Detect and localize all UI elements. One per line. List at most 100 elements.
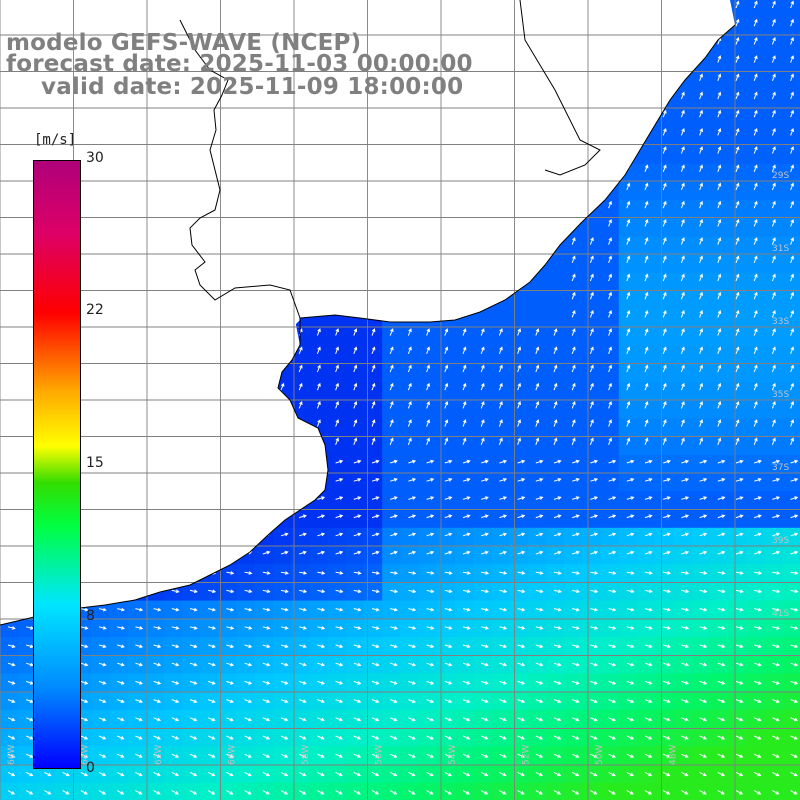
wind-arrow — [299, 589, 308, 594]
wind-arrow — [772, 589, 781, 594]
wind-arrow — [262, 735, 271, 740]
wind-arrow — [589, 437, 594, 445]
wind-speed-cell — [182, 728, 201, 747]
wind-arrow — [699, 255, 703, 263]
wind-arrow — [353, 699, 362, 703]
wind-arrow — [408, 790, 416, 795]
wind-speed-cell — [418, 345, 438, 365]
wind-speed-cell — [764, 637, 784, 656]
wind-arrow — [735, 607, 744, 612]
wind-speed-cell — [691, 163, 711, 183]
wind-arrow — [735, 478, 744, 482]
wind-arrow — [7, 662, 16, 667]
wind-speed-cell — [764, 36, 784, 56]
colorbar-tick: 22 — [86, 302, 104, 318]
wind-arrow — [462, 589, 471, 594]
wind-arrow — [735, 735, 744, 740]
wind-arrow — [208, 717, 216, 722]
wind-arrow — [426, 382, 430, 391]
wind-speed-cell — [782, 182, 800, 201]
lon-label: 54W — [448, 745, 458, 765]
wind-arrow — [317, 717, 325, 722]
wind-speed-cell — [527, 691, 547, 711]
wind-arrow — [481, 717, 489, 722]
wind-speed-cell — [345, 564, 365, 583]
wind-speed-cell — [728, 655, 747, 674]
wind-arrow — [571, 346, 576, 354]
wind-arrow — [644, 255, 649, 263]
wind-speed-cell — [527, 655, 547, 674]
wind-speed-cell — [309, 327, 329, 347]
wind-arrow — [644, 514, 653, 519]
wind-arrow — [499, 626, 508, 630]
wind-arrow — [644, 237, 649, 245]
wind-arrow — [7, 699, 16, 703]
wind-arrow — [262, 571, 271, 575]
wind-speed-cell — [709, 546, 729, 565]
wind-speed-cell — [618, 436, 638, 456]
wind-arrow — [608, 218, 612, 227]
wind-arrow — [171, 790, 179, 795]
wind-speed-cell — [527, 709, 547, 729]
wind-arrow — [353, 346, 358, 354]
wind-arrow — [98, 680, 107, 685]
wind-speed-cell — [618, 709, 638, 729]
wind-speed-cell — [309, 382, 329, 401]
wind-speed-cell — [527, 473, 547, 492]
wind-arrow — [754, 644, 762, 649]
wind-arrow — [316, 400, 321, 409]
wind-arrow — [771, 18, 776, 27]
wind-arrow — [135, 496, 144, 500]
wind-arrow — [335, 382, 339, 391]
wind-speed-cell — [655, 345, 674, 365]
wind-arrow — [408, 644, 417, 649]
wind-arrow — [499, 717, 507, 722]
wind-arrow — [7, 735, 16, 740]
wind-arrow — [699, 200, 703, 209]
wind-arrow — [754, 550, 762, 555]
wind-speed-cell — [345, 673, 365, 693]
wind-arrow — [717, 771, 726, 777]
wind-arrow — [171, 496, 180, 500]
wind-arrow — [462, 382, 467, 391]
wind-speed-cell — [746, 309, 765, 329]
wind-arrow — [681, 550, 690, 555]
wind-arrow — [462, 478, 471, 482]
wind-speed-cell — [637, 691, 656, 711]
wind-speed-cell — [327, 327, 347, 347]
wind-arrow — [772, 496, 781, 500]
wind-arrow — [772, 571, 781, 575]
wind-speed-cell — [655, 364, 674, 383]
wind-speed-cell — [600, 364, 620, 383]
wind-arrow — [299, 717, 307, 722]
wind-speed-cell — [673, 127, 693, 147]
wind-arrow — [244, 437, 248, 445]
wind-speed-cell — [546, 273, 565, 292]
wind-speed-cell — [746, 764, 765, 784]
wind-arrow — [626, 419, 631, 427]
wind-arrow — [699, 127, 703, 136]
wind-arrow — [790, 328, 794, 336]
wind-speed-cell — [491, 600, 511, 620]
wind-speed-cell — [673, 764, 693, 784]
wind-speed-cell — [254, 673, 274, 693]
wind-arrow — [371, 607, 380, 612]
wind-arrow — [535, 532, 544, 537]
wind-speed-cell — [509, 564, 529, 583]
wind-speed-cell — [273, 728, 292, 747]
wind-arrow — [772, 717, 780, 722]
wind-arrow — [171, 607, 180, 612]
wind-speed-cell — [655, 254, 674, 274]
wind-arrow — [754, 478, 762, 482]
wind-speed-cell — [600, 382, 620, 401]
wind-arrow — [371, 478, 380, 482]
wind-arrow — [590, 717, 598, 722]
wind-speed-cell — [473, 600, 492, 620]
wind-arrow — [771, 255, 776, 263]
wind-arrow — [662, 237, 667, 245]
wind-arrow — [244, 589, 253, 594]
wind-arrow — [753, 55, 758, 63]
wind-speed-cell — [709, 637, 729, 656]
wind-speed-cell — [600, 236, 620, 256]
wind-speed-cell — [418, 600, 438, 620]
